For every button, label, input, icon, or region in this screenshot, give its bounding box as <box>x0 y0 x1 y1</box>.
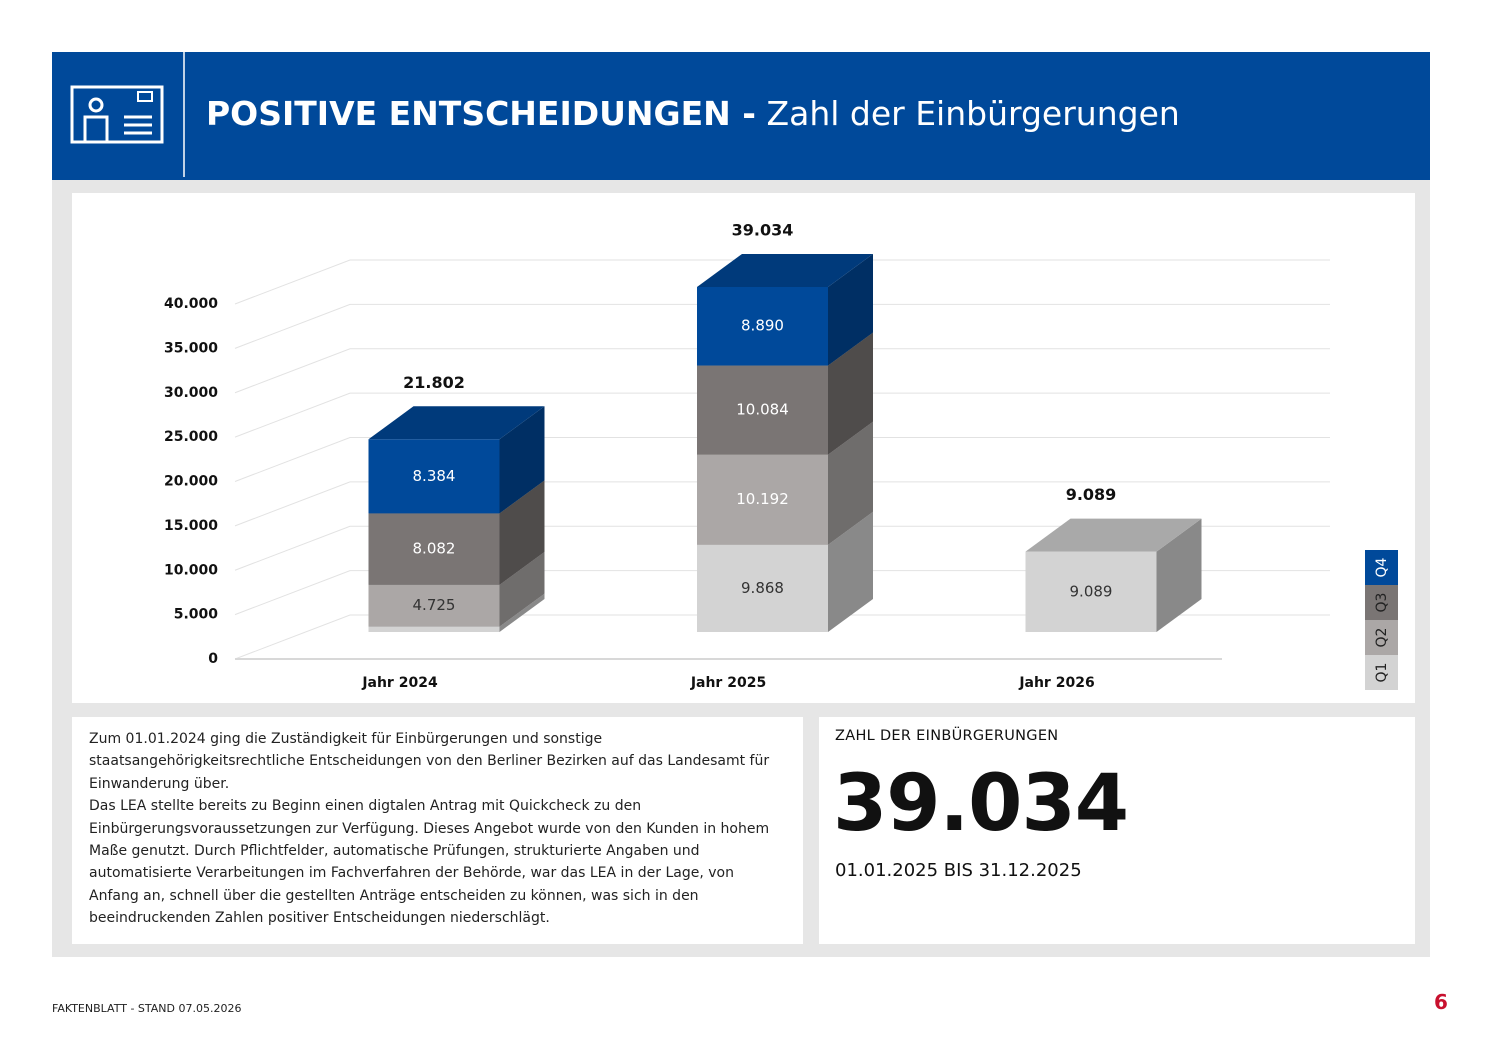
kpi-period: 01.01.2025 BIS 31.12.2025 <box>835 860 1082 881</box>
bar-side <box>499 406 545 514</box>
grid-line <box>234 614 1330 660</box>
bar-front <box>697 454 828 545</box>
header: POSITIVE ENTSCHEIDUNGEN - Zahl der Einbü… <box>52 52 1430 180</box>
value-label: 8.384 <box>413 467 456 485</box>
bar-top <box>368 406 545 440</box>
value-label: 10.084 <box>736 401 789 419</box>
bar-side <box>828 332 873 455</box>
bar-front <box>368 584 500 627</box>
y-tick-label: 10.000 <box>164 562 218 578</box>
value-label: 9.089 <box>1070 582 1113 600</box>
total-label: 21.802 <box>403 373 465 392</box>
title: POSITIVE ENTSCHEIDUNGEN - Zahl der Einbü… <box>206 94 1180 133</box>
bar-front <box>697 365 828 455</box>
bar-side <box>828 421 873 545</box>
bar-front <box>697 286 828 366</box>
bar-front <box>368 439 500 514</box>
grid-line <box>234 437 1330 482</box>
total-label: 9.089 <box>1066 485 1117 504</box>
x-tick-label: Jahr 2025 <box>690 675 766 691</box>
bar-side <box>1156 518 1202 632</box>
bar-top <box>697 253 873 287</box>
y-tick-label: 15.000 <box>164 518 218 534</box>
value-label: 4.725 <box>413 596 456 614</box>
total-label: 39.034 <box>732 220 794 239</box>
y-tick-label: 5.000 <box>174 607 219 623</box>
bar-front <box>368 513 500 585</box>
footer-left: FAKTENBLATT - STAND 07.05.2026 <box>52 1002 242 1015</box>
x-tick-label: Jahr 2026 <box>1018 675 1094 691</box>
grid-line <box>234 570 1330 616</box>
text-box: Zum 01.01.2024 ging die Zuständigkeit fü… <box>72 717 803 944</box>
y-tick-label: 25.000 <box>164 429 218 445</box>
paragraph: Zum 01.01.2024 ging die Zuständigkeit fü… <box>89 731 770 792</box>
y-tick-label: 40.000 <box>164 296 218 312</box>
grid-line <box>234 348 1330 394</box>
y-tick-label: 0 <box>208 651 218 667</box>
kpi-value: 39.034 <box>833 759 1129 849</box>
kpi-box: ZAHL DER EINBÜRGERUNGEN 39.034 01.01.202… <box>819 717 1415 944</box>
title-regular: Zahl der Einbürgerungen <box>766 94 1180 133</box>
legend-swatch <box>1365 550 1398 585</box>
chart: 0 5.000 10.000 15.000 20.000 25.000 30.000 35.0… <box>164 220 1398 691</box>
kpi-label: ZAHL DER EINBÜRGERUNGEN <box>835 728 1059 744</box>
bar-side <box>499 551 545 627</box>
legend-label: Q1 <box>1374 663 1390 683</box>
legend-swatch <box>1365 655 1398 690</box>
title-bold: POSITIVE ENTSCHEIDUNGEN - <box>206 94 756 133</box>
value-label: 9.868 <box>741 579 784 597</box>
chart-box: 0 5.000 10.000 15.000 20.000 25.000 30.000 35.0… <box>72 193 1415 703</box>
value-label: 10.192 <box>736 490 789 508</box>
bar-top <box>1025 518 1202 552</box>
value-label: 8.082 <box>413 540 456 558</box>
y-tick-label: 35.000 <box>164 340 218 356</box>
grid-line <box>234 303 1330 349</box>
bar-side <box>499 593 545 632</box>
bar-side <box>499 480 545 585</box>
grid-line <box>234 392 1330 438</box>
bar-side <box>828 253 873 366</box>
header-icon <box>70 52 185 177</box>
y-tick-label: 20.000 <box>164 474 218 490</box>
legend-swatch <box>1365 620 1398 655</box>
x-tick-label: Jahr 2024 <box>361 675 438 691</box>
value-label: 8.890 <box>741 317 784 335</box>
page-number: 6 <box>1434 990 1448 1014</box>
legend-label: Q2 <box>1374 628 1390 648</box>
legend-label: Q4 <box>1374 557 1390 577</box>
legend-label: Q3 <box>1374 593 1390 613</box>
grid-line <box>234 525 1330 571</box>
bar-front <box>697 544 828 632</box>
legend-swatch <box>1365 585 1398 620</box>
paragraph: Das LEA stellte bereits zu Beginn einen … <box>89 798 770 927</box>
bar-side <box>828 511 873 632</box>
bar-front <box>1025 551 1157 632</box>
bar-front <box>368 626 500 632</box>
y-tick-label: 30.000 <box>164 385 218 401</box>
grid-line <box>234 481 1330 527</box>
grid-line <box>234 259 1330 305</box>
